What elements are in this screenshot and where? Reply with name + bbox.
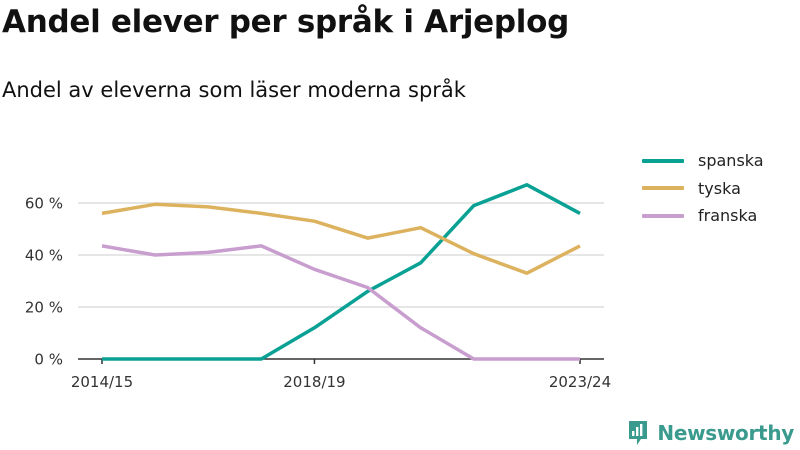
- x-tick-label: 2023/24: [549, 373, 611, 391]
- legend-label: tyska: [698, 178, 741, 198]
- legend-item-spanska: spanska: [642, 147, 764, 175]
- series-line-tyska: [101, 202, 581, 275]
- legend-item-franska: franska: [642, 202, 764, 230]
- y-tick-label: 60 %: [25, 195, 63, 213]
- chart-subtitle: Andel av eleverna som läser moderna språ…: [2, 78, 466, 102]
- brand-name: Newsworthy: [657, 421, 794, 445]
- legend-swatch: [642, 213, 684, 218]
- legend-label: franska: [698, 206, 758, 226]
- legend-item-tyska: tyska: [642, 175, 764, 203]
- y-tick-label: 40 %: [25, 247, 63, 265]
- brand-logo: Newsworthy: [627, 419, 794, 447]
- series-line-spanska: [102, 183, 581, 361]
- legend-swatch: [642, 158, 684, 163]
- x-tick-label: 2014/15: [71, 373, 133, 391]
- y-tick-label: 20 %: [25, 299, 63, 317]
- newsworthy-logo-icon: [629, 421, 648, 445]
- chart-title: Andel elever per språk i Arjeplog: [2, 4, 569, 40]
- x-tick-label: 2018/19: [283, 373, 345, 391]
- legend: spanska tyska franska: [642, 147, 764, 230]
- legend-swatch: [642, 186, 684, 191]
- legend-label: spanska: [698, 151, 764, 171]
- series-line-franska: [101, 244, 580, 361]
- y-tick-label: 0 %: [34, 351, 63, 369]
